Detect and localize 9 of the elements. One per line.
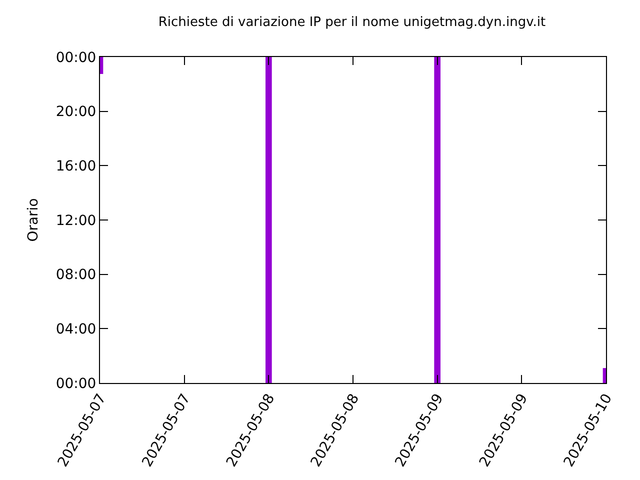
y-tick-label: 00:00 [56,376,96,392]
y-tick-label: 12:00 [56,212,96,229]
y-tick-label: 04:00 [56,322,96,338]
y-tick-label: 08:00 [56,267,96,284]
y-axis-title: Orario [25,198,42,242]
y-tick-label: 16:00 [56,158,96,175]
y-tick-label: 00:00 [56,50,96,66]
y-tick-label: 20:00 [56,104,96,120]
chart-title: Richieste di variazione IP per il nome unigetmag.dyn.ingv.it [158,15,546,30]
